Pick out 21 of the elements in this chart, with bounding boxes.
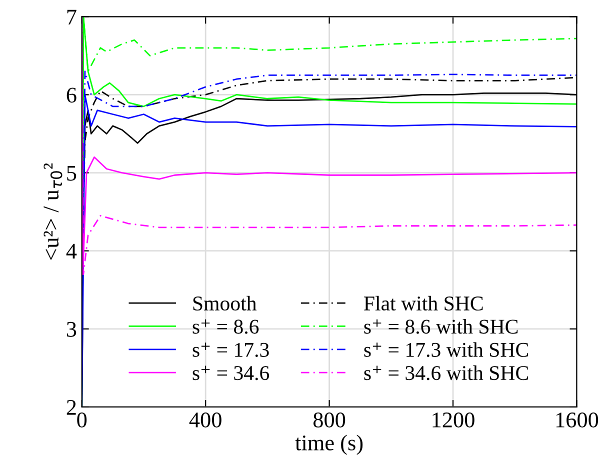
legend-label: s⁺ = 17.3	[192, 342, 269, 357]
x-tick-label: 1200	[432, 412, 474, 428]
x-tick-label: 0	[77, 412, 87, 428]
x-tick-label: 1600	[556, 412, 598, 428]
legend-label: Smooth	[193, 296, 257, 311]
x-tick-label: 400	[189, 412, 222, 428]
legend-label: s⁺ = 17.3 with SHC	[364, 342, 528, 357]
legend-label: s⁺ = 8.6	[192, 319, 259, 334]
y-tick-label: 5	[67, 166, 76, 181]
y-tick-label: 7	[67, 10, 76, 24]
y-tick-label: 3	[66, 322, 76, 337]
x-tick-label: 800	[313, 412, 346, 428]
y-tick-label: 2	[66, 400, 76, 415]
legend-label: Flat with SHC	[364, 296, 483, 311]
x-axis-title: time (s)	[295, 434, 363, 455]
legend-label: s⁺ = 34.6 with SHC	[364, 365, 528, 380]
y-tick-label: 6	[66, 88, 76, 103]
y-tick-label: 4	[66, 244, 77, 259]
y-axis-title: <u²> / u$_{τ0}$²	[44, 163, 62, 260]
legend-label: s⁺ = 8.6 with SHC	[364, 319, 518, 334]
legend-label: s⁺ = 34.6	[192, 366, 270, 380]
